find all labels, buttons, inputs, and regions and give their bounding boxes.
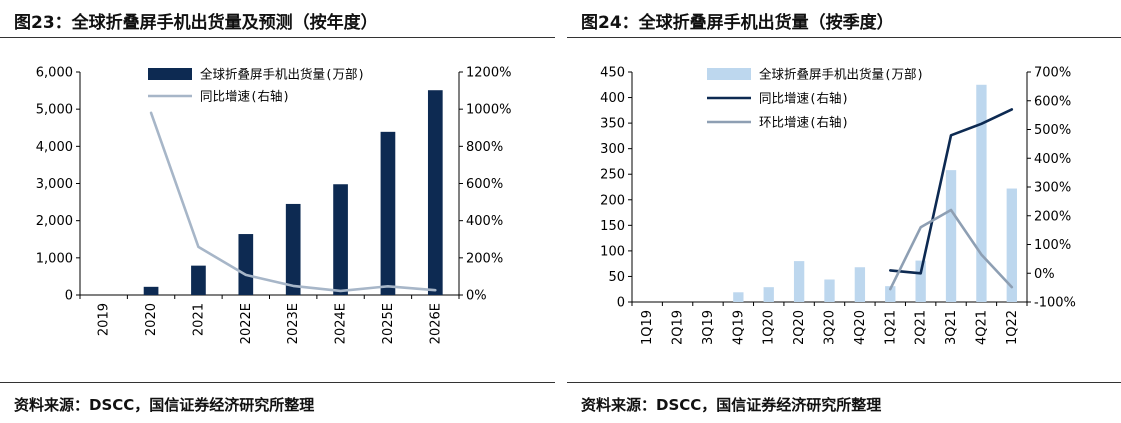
legend-label: 全球折叠屏手机出货量(万部) <box>759 67 924 82</box>
y-tick-label-left: 0 <box>617 296 625 311</box>
x-tick-label: 2021 <box>191 303 206 336</box>
y-tick-label-left: 250 <box>600 168 625 183</box>
x-tick-label: 3Q19 <box>701 310 716 345</box>
divider-bottom <box>0 382 555 383</box>
y-tick-label-left: 300 <box>600 142 625 157</box>
bar <box>286 204 301 295</box>
panel-quarterly: 图24：全球折叠屏手机出货量（按季度） 0 50 100 150 200 250 300 35… <box>567 0 1121 423</box>
y-tick-label-right: 0% <box>466 289 487 304</box>
y-tick-label-left: 3,000 <box>36 177 73 192</box>
y-tick-label-left: 450 <box>600 66 625 81</box>
y-tick-label-left: 350 <box>600 117 625 132</box>
y-tick-label-right: -100% <box>1034 296 1076 311</box>
x-tick-label: 2020 <box>144 303 159 336</box>
y-tick-label-right: 1000% <box>466 103 511 118</box>
x-tick-label: 2025E <box>381 303 396 344</box>
x-tick-label: 1Q21 <box>883 310 898 345</box>
bar <box>976 85 986 302</box>
bar <box>333 184 348 295</box>
y-tick-label-right: 400% <box>466 214 503 229</box>
legend-label: 环比增速(右轴) <box>759 115 849 130</box>
y-tick-label-left: 1,000 <box>36 251 73 266</box>
x-tick-label: 3Q21 <box>944 310 959 345</box>
y-tick-label-left: 0 <box>65 289 73 304</box>
bar <box>238 234 253 295</box>
bar <box>764 287 774 302</box>
legend-label: 全球折叠屏手机出货量(万部) <box>200 67 365 82</box>
y-tick-label-left: 200 <box>600 193 625 208</box>
y-tick-label-left: 400 <box>600 91 625 106</box>
y-tick-label-left: 5,000 <box>36 103 73 118</box>
bar <box>144 287 159 295</box>
x-tick-label: 2Q19 <box>671 310 686 345</box>
y-tick-label-right: 200% <box>1034 209 1071 224</box>
y-tick-label-right: 600% <box>1034 94 1071 109</box>
y-tick-label-right: 200% <box>466 251 503 266</box>
legend-label: 同比增速(右轴) <box>200 89 290 104</box>
y-tick-label-right: 800% <box>466 140 503 155</box>
y-tick-label-left: 2,000 <box>36 214 73 229</box>
x-tick-label: 2019 <box>97 303 112 336</box>
y-tick-label-right: 400% <box>1034 152 1071 167</box>
bar <box>794 261 804 302</box>
bar <box>191 266 206 295</box>
x-tick-label: 2Q21 <box>914 310 929 345</box>
legend-swatch <box>707 68 751 80</box>
y-tick-label-right: 100% <box>1034 238 1071 253</box>
y-tick-label-right: 0% <box>1034 267 1055 282</box>
y-tick-label-left: 6,000 <box>36 66 73 81</box>
legend-swatch <box>148 68 192 80</box>
y-tick-label-left: 50 <box>608 270 625 285</box>
x-tick-label: 1Q22 <box>1005 310 1020 345</box>
panel-annual: 图23：全球折叠屏手机出货量及预测（按年度） 0 1,000 2,000 3,000 4… <box>0 0 555 423</box>
y-tick-label-right: 600% <box>466 177 503 192</box>
x-tick-label: 2023E <box>286 303 301 344</box>
y-tick-label-right: 1200% <box>466 66 511 81</box>
bar <box>946 170 956 302</box>
bar <box>915 261 925 302</box>
y-tick-label-right: 500% <box>1034 123 1071 138</box>
x-tick-label: 1Q20 <box>762 310 777 345</box>
bar <box>733 292 743 302</box>
x-tick-label: 2Q20 <box>792 310 807 345</box>
bar <box>855 267 865 302</box>
bar <box>824 280 834 302</box>
x-tick-label: 4Q19 <box>731 310 746 345</box>
x-tick-label: 4Q21 <box>974 310 989 345</box>
bar <box>381 132 396 295</box>
x-tick-label: 2022E <box>239 303 254 344</box>
annual-chart: 0 1,000 2,000 3,000 4,000 5,000 6,000 0% 200% 400… <box>0 0 555 380</box>
source-note: 资料来源：DSCC，国信证券经济研究所整理 <box>14 394 314 415</box>
quarterly-chart: 0 50 100 150 200 250 300 350 400 450 -100% 0% 100% 20… <box>567 0 1121 380</box>
x-tick-label: 2024E <box>334 303 349 344</box>
y-tick-label-left: 4,000 <box>36 140 73 155</box>
y-tick-label-left: 150 <box>600 219 625 234</box>
source-note: 资料来源：DSCC，国信证券经济研究所整理 <box>581 394 881 415</box>
legend-label: 同比增速(右轴) <box>759 91 849 106</box>
divider-bottom <box>567 382 1121 383</box>
y-tick-label-right: 300% <box>1034 181 1071 196</box>
x-tick-label: 3Q20 <box>823 310 838 345</box>
x-tick-label: 1Q19 <box>640 310 655 345</box>
y-tick-label-right: 700% <box>1034 66 1071 81</box>
bar <box>428 90 443 295</box>
x-tick-label: 2026E <box>428 303 443 344</box>
x-tick-label: 4Q20 <box>853 310 868 345</box>
y-tick-label-left: 100 <box>600 244 625 259</box>
